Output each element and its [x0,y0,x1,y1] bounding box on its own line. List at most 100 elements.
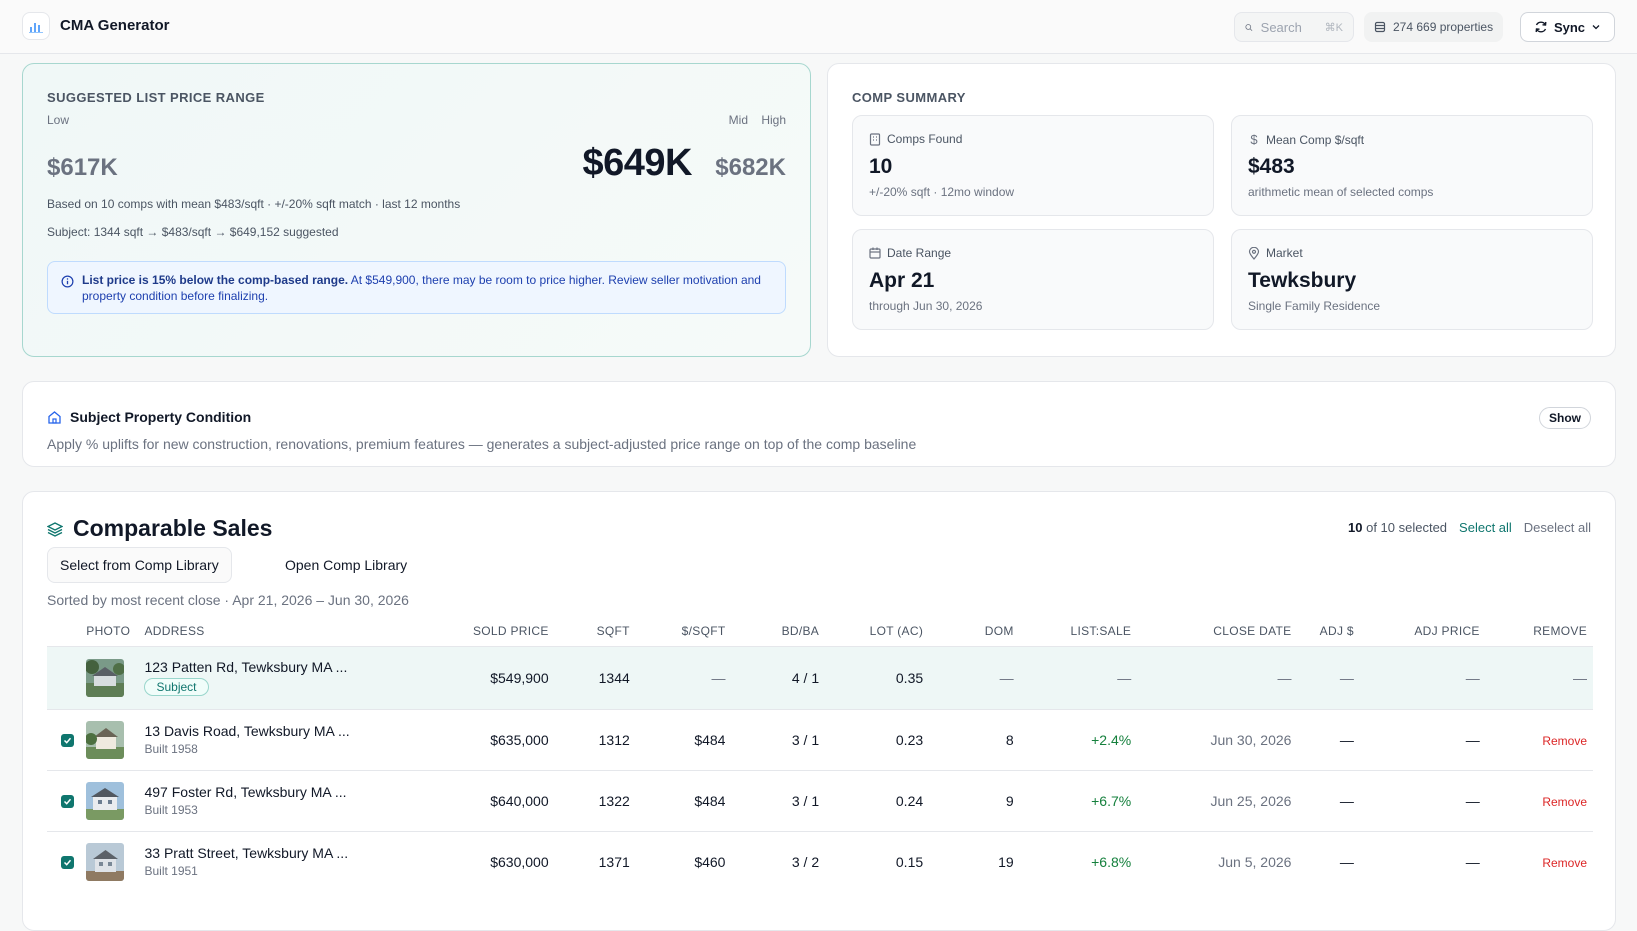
deselect-all-link[interactable]: Deselect all [1523,520,1591,535]
layers-icon [47,521,63,537]
subject-ppsf: — [635,645,732,709]
building-icon [869,132,881,146]
remove-comp-button[interactable]: Remove [1542,733,1587,748]
subject-remove: — [1485,645,1593,709]
comp-ppsf: $484 [635,769,732,831]
selected-suffix: of 10 selected [1366,520,1448,535]
col-bdba[interactable]: BD/BA [781,623,820,638]
subject-address[interactable]: 123 Patten Rd, Tewksbury MA ... [144,659,348,675]
home-icon [48,410,61,424]
comparable-sales-title: Comparable Sales [73,515,273,541]
dollar-icon: $ [1250,132,1258,147]
col-adj[interactable]: Adj $ [1319,623,1354,638]
subject-dom: — [929,645,1020,709]
comp-summary-label: Comp Summary [852,90,966,105]
comp-dom: 9 [929,769,1020,831]
comp-address[interactable]: 33 Pratt Street, Tewksbury MA ... [144,845,349,862]
row-checkbox[interactable] [61,855,75,869]
col-sqft[interactable]: SQFT [596,623,630,638]
comp-ppsf: $484 [635,708,732,770]
comp-dom: 8 [929,708,1020,770]
comp-bdba: 3 / 2 [731,830,826,892]
search-input[interactable] [1260,19,1317,35]
comp-built-year: Built 1958 [144,742,198,756]
tile-label-date-range: Date Range [887,246,952,260]
property-photo [86,658,125,697]
search-box[interactable]: ⌘K [1234,12,1354,42]
col-ppsf[interactable]: $/SQFT [681,623,726,638]
col-dom[interactable]: DOM [984,623,1014,638]
comp-bdba: 3 / 1 [731,769,826,831]
subject-lot: 0.35 [825,645,930,709]
mid-label: Mid [728,113,748,127]
comp-list-sale: +6.7% [1019,769,1138,831]
sync-button[interactable]: Sync [1520,12,1615,42]
comp-sold-price: $630,000 [440,830,555,892]
comp-sqft: 1312 [554,708,636,770]
comp-close-date: Jun 30, 2026 [1137,708,1298,770]
property-photo [86,781,125,820]
select-all-link[interactable]: Select all [1459,520,1512,535]
comp-close-date: Jun 25, 2026 [1137,769,1298,831]
remove-comp-button[interactable]: Remove [1542,794,1587,809]
sync-label: Sync [1553,19,1586,35]
comp-lot: 0.23 [825,708,930,770]
show-condition-button[interactable]: Show [1539,407,1591,429]
open-comp-library-button[interactable]: Open Comp Library [285,557,408,573]
col-remove: Remove [1533,623,1587,638]
subject-adj-price: — [1359,645,1486,709]
table-row: 497 Foster Rd, Tewksbury MA ... Built 19… [47,769,1593,831]
condition-title: Subject Property Condition [70,409,252,425]
row-checkbox[interactable] [61,794,75,808]
comps-table: Photo Address Sold Price SQFT $/SQFT BD/… [47,616,1593,892]
remove-comp-button[interactable]: Remove [1542,855,1587,870]
database-icon [1374,21,1386,33]
col-address[interactable]: Address [144,623,205,638]
alert-text: At $549,900, there may be room to price … [82,273,761,303]
low-label: Low [47,113,70,127]
tile-label-mean-ppsf: Mean Comp $/sqft [1266,132,1365,147]
subject-close-date: — [1137,645,1298,709]
comp-address[interactable]: 497 Foster Rd, Tewksbury MA ... [144,784,347,800]
comp-lot: 0.15 [825,830,930,892]
calendar-icon [869,247,881,259]
col-lot[interactable]: Lot (AC) [869,623,924,638]
comp-lot: 0.24 [825,769,930,831]
comp-adj-price: — [1359,708,1486,770]
subject-sold-price: $549,900 [440,645,555,709]
search-shortcut: ⌘K [1324,21,1343,34]
properties-count-text: 274 669 properties [1393,20,1494,34]
col-adj-price[interactable]: Adj Price [1414,623,1480,638]
high-price-value: $682K [715,154,786,181]
check-icon [64,859,72,866]
selection-info: 10 of 10 selected Select all Deselect al… [1348,520,1591,535]
comp-adj: — [1297,830,1360,892]
tile-sub-market: Single Family Residence [1248,299,1381,313]
col-close-date[interactable]: Close Date [1213,623,1292,638]
comp-sold-price: $635,000 [440,708,555,770]
sort-description: Sorted by most recent close · Apr 21, 20… [47,592,409,608]
selected-count: 10 [1348,520,1363,535]
col-sold-price[interactable]: Sold Price [472,623,549,638]
check-icon [64,798,72,805]
stat-tile-mean-ppsf: $ Mean Comp $/sqft $483 arithmetic mean … [1231,115,1593,216]
top-bar: CMA Generator ⌘K 274 669 properties Sync [0,0,1637,54]
tile-value-market: Tewksbury [1248,269,1357,292]
tile-sub-mean-ppsf: arithmetic mean of selected comps [1248,185,1434,199]
table-row-subject: 123 Patten Rd, Tewksbury MA ... Subject … [47,645,1593,709]
tile-sub-comps-found: +/-20% sqft · 12mo window [869,185,1015,199]
comp-adj-price: — [1359,830,1486,892]
info-icon [61,275,74,288]
subject-bdba: 4 / 1 [731,645,826,709]
subject-adj: — [1297,645,1360,709]
tile-value-comps-found: 10 [869,155,893,178]
comp-summary-card: Comp Summary Comps Found 10 +/-20% sqft … [827,63,1616,357]
comp-bdba: 3 / 1 [731,708,826,770]
comp-dom: 19 [929,830,1020,892]
row-checkbox[interactable] [61,733,75,747]
select-from-comp-library-button[interactable]: Select from Comp Library [47,547,232,583]
price-basis-text: Based on 10 comps with mean $483/sqft · … [47,197,461,211]
col-list-sale[interactable]: List:Sale [1070,623,1132,638]
comp-address[interactable]: 13 Davis Road, Tewksbury MA ... [144,723,350,739]
tile-sub-date-range: through Jun 30, 2026 [869,299,983,313]
